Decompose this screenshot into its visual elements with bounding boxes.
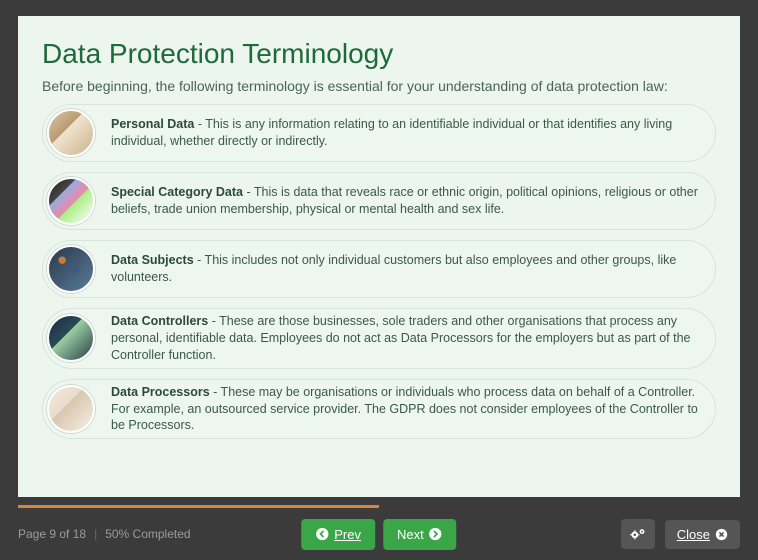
term-thumbnail (47, 109, 95, 157)
term-text: Data Subjects - This includes not only i… (111, 252, 699, 286)
term-desc: - This includes not only individual cust… (111, 253, 676, 284)
footer: Page 9 of 18 | 50% Completed Prev Next (0, 508, 758, 560)
term-text: Special Category Data - This is data tha… (111, 184, 699, 218)
nav-buttons: Prev Next (301, 519, 456, 550)
term-title: Personal Data (111, 117, 194, 131)
term-item: Special Category Data - This is data tha… (42, 172, 716, 230)
chevron-right-circle-icon (429, 527, 443, 541)
gears-icon (630, 527, 646, 541)
term-thumbnail (47, 177, 95, 225)
page-info: Page 9 of 18 | 50% Completed (18, 527, 191, 541)
prev-button[interactable]: Prev (301, 519, 375, 550)
term-thumbnail (47, 385, 95, 433)
term-item: Personal Data - This is any information … (42, 104, 716, 162)
term-text: Data Controllers - These are those busin… (111, 313, 699, 364)
term-thumbnail (47, 314, 95, 362)
term-text: Data Processors - These may be organisat… (111, 384, 699, 435)
settings-button[interactable] (621, 519, 655, 549)
term-title: Data Controllers (111, 314, 208, 328)
intro-text: Before beginning, the following terminol… (42, 78, 716, 94)
chevron-left-circle-icon (315, 527, 329, 541)
terms-list: Personal Data - This is any information … (42, 104, 716, 439)
right-buttons: Close (621, 519, 740, 549)
divider: | (94, 527, 97, 541)
page-title: Data Protection Terminology (42, 38, 716, 70)
term-title: Data Processors (111, 385, 210, 399)
term-item: Data Processors - These may be organisat… (42, 379, 716, 440)
term-thumbnail (47, 245, 95, 293)
term-item: Data Subjects - This includes not only i… (42, 240, 716, 298)
term-title: Special Category Data (111, 185, 243, 199)
close-button[interactable]: Close (665, 520, 740, 549)
page-label: Page 9 of 18 (18, 527, 86, 541)
content-panel: Data Protection Terminology Before begin… (18, 16, 740, 497)
close-label: Close (677, 527, 710, 542)
term-text: Personal Data - This is any information … (111, 116, 699, 150)
prev-label: Prev (334, 527, 361, 542)
next-label: Next (397, 527, 424, 542)
completed-label: 50% Completed (105, 527, 190, 541)
term-item: Data Controllers - These are those busin… (42, 308, 716, 369)
term-title: Data Subjects (111, 253, 194, 267)
close-circle-icon (715, 528, 728, 541)
app-frame: Data Protection Terminology Before begin… (0, 0, 758, 560)
term-desc: - This is any information relating to an… (111, 117, 672, 148)
next-button[interactable]: Next (383, 519, 457, 550)
